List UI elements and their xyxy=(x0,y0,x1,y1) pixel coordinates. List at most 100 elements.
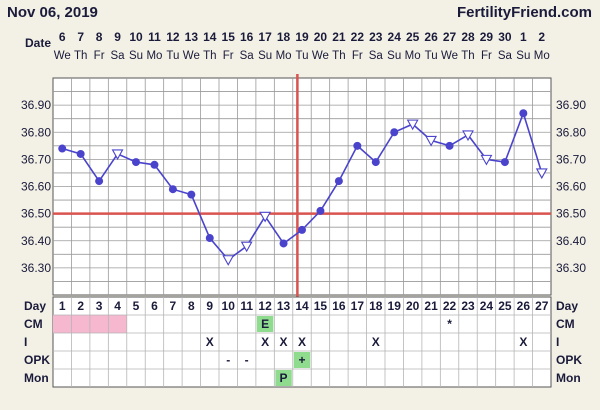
weekday-tick-label: Mo xyxy=(405,50,421,62)
y-tick-label-right: 36.70 xyxy=(556,152,586,166)
date-tick-label: 19 xyxy=(295,30,309,44)
y-tick-label-left: 36.50 xyxy=(21,207,51,221)
weekday-tick-label: Fr xyxy=(352,50,363,62)
day-number: 1 xyxy=(59,299,66,313)
y-tick-label-left: 36.40 xyxy=(21,234,51,248)
weekday-tick-label: We xyxy=(54,50,71,62)
brand-name[interactable]: FertilityFriend.com xyxy=(456,4,592,21)
weekday-tick-label: Sa xyxy=(369,50,384,62)
date-tick-label: 11 xyxy=(148,30,161,44)
day-number: 10 xyxy=(222,299,236,313)
row-label-right: I xyxy=(556,335,559,349)
day-number: 24 xyxy=(480,299,494,313)
temperature-point xyxy=(334,177,343,186)
date-tick-label: 24 xyxy=(388,30,402,44)
date-tick-label: 12 xyxy=(166,30,180,44)
temperature-point-open xyxy=(462,130,474,142)
opk-mark: + xyxy=(298,353,305,367)
day-number: 15 xyxy=(314,299,328,313)
y-tick-label-right: 36.50 xyxy=(556,207,586,221)
date-tick-label: 7 xyxy=(77,30,84,44)
y-tick-label-left: 36.90 xyxy=(21,98,51,112)
row-label-left: Day xyxy=(24,299,46,313)
temperature-point xyxy=(316,206,325,215)
i-mark: X xyxy=(206,335,214,349)
weekday-tick-label: We xyxy=(312,50,329,62)
temperature-point xyxy=(150,160,159,169)
weekday-tick-label: Tu xyxy=(166,50,179,62)
weekday-tick-label: Mo xyxy=(534,50,550,62)
cm-mark: E xyxy=(261,317,269,331)
y-tick-label-left: 36.30 xyxy=(21,261,51,275)
y-tick-label-right: 36.40 xyxy=(556,234,586,248)
date-tick-label: 1 xyxy=(520,30,527,44)
date-tick-label: 8 xyxy=(96,30,103,44)
day-number: 13 xyxy=(277,299,291,313)
y-tick-label-right: 36.90 xyxy=(556,98,586,112)
date-tick-label: 6 xyxy=(59,30,66,44)
temperature-point-open xyxy=(222,255,235,266)
day-number: 20 xyxy=(406,299,420,313)
date-row-label: Date xyxy=(25,36,51,50)
y-tick-label-right: 36.80 xyxy=(556,125,586,139)
weekday-tick-label: Su xyxy=(258,50,272,62)
cm-mark: * xyxy=(447,317,452,331)
temperature-point-open xyxy=(480,154,493,166)
temperature-point-open xyxy=(406,119,419,131)
temperature-point xyxy=(168,185,177,194)
weekday-tick-label: Fr xyxy=(481,50,492,62)
temperature-point xyxy=(132,158,140,167)
temperature-point xyxy=(298,225,306,234)
temperature-point-open xyxy=(425,135,438,147)
i-mark: X xyxy=(261,335,269,349)
date-tick-label: 30 xyxy=(498,30,512,44)
weekday-tick-label: Su xyxy=(516,50,530,62)
temperature-point xyxy=(279,239,288,248)
day-number: 25 xyxy=(498,299,512,313)
highlight-cell xyxy=(256,316,274,332)
day-number: 5 xyxy=(133,299,140,313)
row-label-right: Mon xyxy=(556,371,581,385)
row-label-left: Mon xyxy=(24,371,49,385)
temperature-point xyxy=(205,234,214,243)
y-tick-label-left: 36.60 xyxy=(21,180,51,194)
weekday-tick-label: Su xyxy=(387,50,401,62)
date-tick-label: 28 xyxy=(461,30,475,44)
y-tick-label-left: 36.70 xyxy=(21,152,51,166)
day-number: 22 xyxy=(443,299,457,313)
i-mark: X xyxy=(372,335,380,349)
highlight-cell xyxy=(293,352,311,368)
row-label-right: CM xyxy=(556,317,575,331)
opk-mark: - xyxy=(245,353,249,367)
date-tick-label: 13 xyxy=(185,30,199,44)
weekday-tick-label: Sa xyxy=(111,50,126,62)
weekday-tick-label: Th xyxy=(461,50,474,62)
i-mark: X xyxy=(519,335,527,349)
day-number: 26 xyxy=(517,299,531,313)
y-tick-label-left: 36.80 xyxy=(21,125,51,139)
cm-fertile-cell xyxy=(71,315,90,333)
day-number: 16 xyxy=(332,299,346,313)
date-tick-label: 23 xyxy=(369,30,383,44)
cm-fertile-cell xyxy=(108,315,127,333)
temperature-point-open xyxy=(535,168,548,180)
day-number: 4 xyxy=(114,299,121,313)
date-tick-label: 26 xyxy=(424,30,438,44)
i-mark: X xyxy=(280,335,288,349)
temperature-point xyxy=(371,158,380,167)
row-label-left: OPK xyxy=(24,353,50,367)
date-tick-label: 21 xyxy=(332,30,346,44)
date-tick-label: 18 xyxy=(277,30,291,44)
date-tick-label: 17 xyxy=(258,30,272,44)
day-number: 23 xyxy=(461,299,475,313)
cm-fertile-cell xyxy=(89,315,109,333)
i-mark: X xyxy=(298,335,306,349)
day-number: 12 xyxy=(258,299,272,313)
row-label-left: CM xyxy=(24,317,43,331)
row-label-left: I xyxy=(24,335,27,349)
mon-mark: P xyxy=(280,371,288,385)
temperature-point xyxy=(500,158,509,167)
weekday-tick-label: Sa xyxy=(240,50,255,62)
